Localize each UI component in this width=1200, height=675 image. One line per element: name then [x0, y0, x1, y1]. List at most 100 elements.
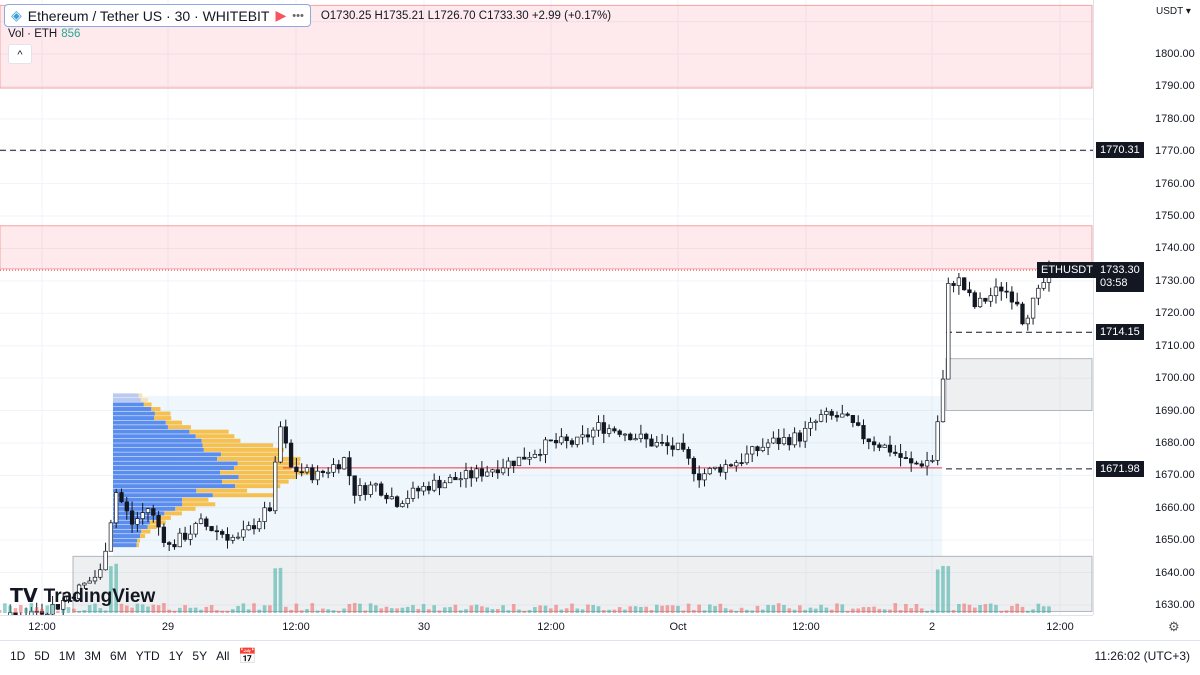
- time-tick: 29: [161, 621, 175, 633]
- candle-body: [633, 438, 638, 441]
- range-button-6m[interactable]: 6M: [110, 648, 127, 663]
- candle-body: [930, 459, 935, 462]
- currency-select[interactable]: USDT ▾: [1156, 6, 1191, 17]
- candle-body: [379, 483, 384, 496]
- volume-bar: [978, 604, 982, 613]
- volume-profile-bar: [141, 529, 151, 534]
- clock[interactable]: 11:26:02 (UTC+3): [1094, 648, 1191, 663]
- more-dots-icon[interactable]: •••: [292, 9, 304, 22]
- candle-body: [681, 442, 686, 450]
- time-tick: 30: [417, 621, 431, 633]
- volume-bar: [294, 603, 299, 613]
- candle-body: [840, 413, 845, 418]
- candle-body: [347, 457, 352, 477]
- settings-gear-icon[interactable]: ⚙: [1168, 619, 1180, 634]
- candle-body: [55, 604, 61, 610]
- volume-bar: [71, 608, 76, 613]
- volume-bar: [140, 604, 145, 613]
- range-button-1y[interactable]: 1Y: [168, 648, 184, 663]
- candle-body: [813, 420, 818, 423]
- volume-profile-bar: [234, 484, 281, 489]
- candle-body: [617, 430, 622, 435]
- volume-bar: [262, 605, 267, 613]
- candle-body: [283, 426, 288, 444]
- volume-bar: [670, 605, 675, 613]
- volume-bar: [856, 608, 860, 613]
- candle-body: [410, 487, 416, 499]
- candle-body: [580, 434, 585, 438]
- volume-bar: [803, 609, 807, 613]
- candle-body: [241, 529, 246, 538]
- range-button-ytd[interactable]: YTD: [135, 648, 160, 663]
- volume-bar: [82, 610, 87, 613]
- volume-bar: [283, 606, 288, 613]
- volume-bar: [34, 607, 39, 613]
- price-tick: 1640.00: [1155, 566, 1195, 579]
- volume-bar: [554, 604, 558, 613]
- flag-icon[interactable]: ▶: [275, 7, 287, 23]
- chart-canvas[interactable]: [0, 0, 1093, 633]
- volume-bar: [151, 604, 156, 613]
- volume-bar: [8, 605, 12, 613]
- range-button-3m[interactable]: 3M: [84, 648, 102, 663]
- candle-body: [341, 457, 347, 470]
- candle-body: [564, 436, 569, 442]
- chart-plot-area[interactable]: [0, 0, 1093, 633]
- candle-body: [442, 482, 447, 489]
- volume-profile-bar: [113, 534, 141, 539]
- symbol-button[interactable]: ◈ Ethereum / Tether US · 30 · WHITEBIT ▶ ••…: [4, 4, 311, 27]
- candle-body: [182, 532, 188, 540]
- volume-bar: [601, 610, 606, 613]
- volume-bar: [215, 610, 219, 613]
- candle-body: [76, 584, 82, 599]
- volume-profile-bar: [140, 534, 146, 539]
- candle-body: [670, 445, 675, 450]
- volume-bar: [792, 609, 797, 613]
- collapse-legend-button[interactable]: ^: [8, 44, 32, 64]
- price-tick: 1660.00: [1155, 501, 1195, 514]
- volume-bar: [745, 609, 749, 613]
- volume-bar: [310, 603, 315, 613]
- volume-bar: [506, 610, 511, 613]
- volume-bar: [888, 609, 892, 613]
- tradingview-logo[interactable]: 𝗧𝗩 TradingView: [10, 585, 156, 608]
- candle-body: [728, 464, 734, 467]
- calendar-icon[interactable]: 📅: [238, 647, 258, 665]
- volume-bar: [464, 609, 468, 613]
- volume-bar: [564, 608, 569, 613]
- time-scale[interactable]: 12:00 29 12:00 30 12:00 Oct 12:00 2 12:00: [0, 615, 1093, 639]
- volume-profile-bar: [147, 524, 157, 529]
- volume-bar: [988, 603, 993, 613]
- candle-body: [649, 438, 654, 447]
- price-scale[interactable]: USDT ▾ 1800.00 1790.00 1780.00 1770.00 1760.…: [1037, 0, 1200, 615]
- candle-body: [278, 426, 283, 463]
- volume-bar: [586, 604, 590, 613]
- candle-body: [177, 532, 182, 548]
- candle-body: [765, 442, 771, 448]
- volume-bar: [278, 567, 283, 613]
- candle-body: [622, 433, 628, 436]
- range-button-5d[interactable]: 5D: [34, 648, 50, 663]
- volume-bar: [904, 603, 908, 613]
- volume-profile-bar: [189, 429, 229, 434]
- volume-bar: [374, 605, 378, 613]
- candle-body: [723, 464, 728, 473]
- candle-body: [924, 460, 930, 467]
- volume-bar: [273, 568, 277, 613]
- volume-bar: [50, 604, 55, 613]
- range-button-1d[interactable]: 1D: [10, 648, 26, 663]
- volume-bar: [522, 610, 527, 613]
- volume-bar: [352, 603, 357, 613]
- volume-bar: [681, 610, 686, 613]
- candle-body: [792, 432, 797, 446]
- volume-bar: [877, 608, 882, 613]
- range-button-all[interactable]: All: [216, 648, 230, 663]
- range-button-5y[interactable]: 5Y: [192, 648, 208, 663]
- volume-profile-bar: [113, 538, 138, 543]
- candle-body: [612, 428, 617, 432]
- candle-body: [458, 478, 463, 481]
- volume-bar: [448, 607, 452, 613]
- range-button-1m[interactable]: 1M: [58, 648, 76, 663]
- candle-body: [363, 485, 368, 495]
- candle-body: [935, 421, 940, 461]
